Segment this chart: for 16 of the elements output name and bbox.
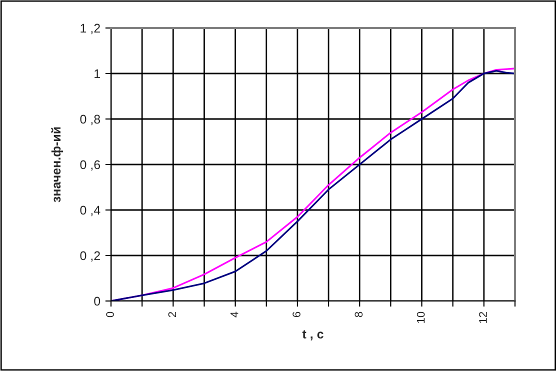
y-tick-label: 1 bbox=[94, 69, 100, 78]
x-tick-label: 2 bbox=[168, 312, 176, 318]
y-tick-label: 1 ,2 bbox=[80, 24, 100, 34]
y-axis-title: значен.ф-ий bbox=[51, 127, 64, 202]
y-tick-label: 0 ,2 bbox=[80, 251, 100, 262]
x-tick-label: 6 bbox=[292, 312, 300, 318]
x-tick-label: 0 bbox=[106, 312, 114, 318]
x-tick-label: 4 bbox=[230, 312, 238, 318]
y-tick-label: 0 bbox=[94, 296, 100, 306]
y-tick-label: 0 ,4 bbox=[80, 206, 100, 216]
y-tick-label: 0 ,8 bbox=[80, 114, 100, 126]
x-tick-label: 8 bbox=[354, 312, 363, 318]
y-tick-label: 0 ,6 bbox=[80, 160, 100, 171]
x-tick-label: 12 bbox=[479, 312, 487, 323]
x-tick-label: 10 bbox=[416, 312, 425, 323]
x-axis-title: t , c bbox=[302, 330, 324, 340]
